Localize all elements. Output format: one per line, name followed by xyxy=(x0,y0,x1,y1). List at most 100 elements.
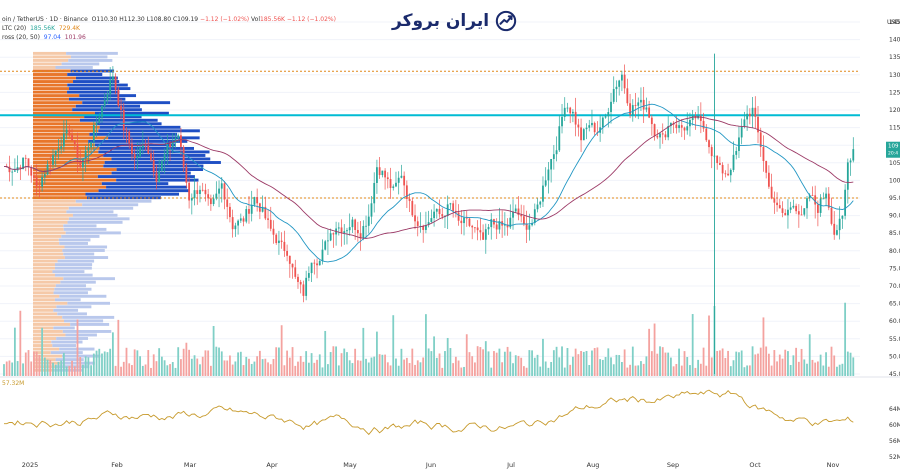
candle-body xyxy=(759,132,762,147)
volume-bar xyxy=(356,360,359,376)
profile-bar-sell xyxy=(33,122,96,126)
profile-bar-sell xyxy=(33,220,68,224)
candle-body xyxy=(87,147,90,151)
time-tick-label: May xyxy=(343,461,357,469)
candle-body xyxy=(495,224,498,230)
volume-bar xyxy=(392,315,395,376)
candle-body xyxy=(136,155,139,159)
volume-bar xyxy=(819,354,822,376)
volume-bar xyxy=(242,365,245,376)
candle-body xyxy=(610,101,612,113)
volume-bar xyxy=(650,351,653,376)
time-axis[interactable]: 2025 Feb Mar Apr May Jun Jul Aug Sep Oct Nov xyxy=(22,461,840,469)
volume-bar xyxy=(800,348,803,376)
volume-bar xyxy=(49,360,52,376)
vol-ltc-line[interactable]: LTC (20) 185.56K 729.4K xyxy=(2,25,80,32)
candle-body xyxy=(35,177,38,186)
profile-bar-sell xyxy=(33,161,105,164)
candle-body xyxy=(359,233,362,239)
volume-bar xyxy=(601,359,604,376)
profile-bar-sell xyxy=(33,234,62,238)
volume-bar xyxy=(400,348,403,376)
profile-bar-buy xyxy=(54,263,93,267)
candle-body xyxy=(158,170,161,182)
volume-bar xyxy=(264,358,267,376)
volume-bar xyxy=(343,348,346,376)
candle-body xyxy=(727,173,729,176)
ma-cross-line[interactable]: ross (20, 50) 97.04 101.96 xyxy=(2,34,86,41)
profile-bar-buy xyxy=(87,196,161,200)
profile-bar-buy xyxy=(65,333,97,337)
volume-bar xyxy=(425,314,427,376)
volume-bar xyxy=(751,346,754,376)
candle-body xyxy=(729,169,732,176)
candle-body xyxy=(269,219,272,229)
profile-bar-sell xyxy=(33,164,104,168)
candle-body xyxy=(618,80,621,87)
candle-body xyxy=(169,143,171,148)
volume-bar xyxy=(378,354,381,376)
profile-bar-sell xyxy=(33,157,112,161)
volume-bar xyxy=(332,346,335,376)
candle-body xyxy=(133,154,136,159)
profile-bar-sell xyxy=(33,178,117,182)
volume-bar xyxy=(35,351,38,376)
profile-bar-sell xyxy=(33,189,99,193)
profile-bar-sell xyxy=(33,73,68,76)
profile-bar-buy xyxy=(108,136,200,140)
profile-bar-buy xyxy=(67,220,123,224)
volume-bar xyxy=(762,317,765,376)
profile-bar-sell xyxy=(33,294,60,298)
profile-bar-sell xyxy=(33,330,63,333)
candle-body xyxy=(212,198,215,205)
volume-bar xyxy=(618,355,621,376)
volume-bar xyxy=(133,349,136,376)
candle-body xyxy=(710,147,713,157)
profile-bar-buy xyxy=(63,224,97,228)
candle-body xyxy=(806,198,808,209)
candle-body xyxy=(626,88,629,104)
candle-body xyxy=(852,149,855,161)
profile-bar-buy xyxy=(55,358,84,362)
volume-bar xyxy=(667,352,670,376)
brand-name: ایران بروکر xyxy=(392,11,490,31)
candle-body xyxy=(691,115,694,120)
time-tick-label: Apr xyxy=(266,461,278,469)
volume-bar xyxy=(634,365,637,376)
volume-bar xyxy=(661,347,664,376)
volume-bar xyxy=(82,364,84,376)
volume-bar xyxy=(71,360,73,376)
candle-body xyxy=(640,99,642,103)
candle-body xyxy=(182,146,185,167)
candle-body xyxy=(465,217,468,219)
ohlc-change: −1.12 (−1.02%) xyxy=(200,16,250,23)
volume-bar xyxy=(234,361,237,376)
volume-bar xyxy=(348,360,351,376)
candle-body xyxy=(550,158,553,170)
profile-bar-buy xyxy=(70,55,108,59)
profile-bar-buy xyxy=(62,315,115,319)
profile-bar-sell xyxy=(33,210,67,214)
candle-body xyxy=(533,209,536,223)
candle-body xyxy=(405,185,408,199)
ohlc-low: L108.80 xyxy=(146,16,172,23)
profile-bar-buy xyxy=(75,76,118,80)
candle-body xyxy=(193,190,196,199)
ma-slow-line xyxy=(3,116,854,239)
candle-body xyxy=(367,216,370,226)
profile-bar-sell xyxy=(33,224,64,228)
profile-bar-buy xyxy=(64,319,104,323)
candle-body xyxy=(498,221,501,230)
volume-bar xyxy=(544,361,547,376)
symbol-name[interactable]: oin / TetherUS · 1D · Binance xyxy=(2,16,88,23)
profile-bar-sell xyxy=(33,284,56,288)
volume-bar xyxy=(367,362,370,376)
volume-bar xyxy=(746,365,749,376)
volume-bar xyxy=(849,352,852,376)
price-axis[interactable]: 145.00 140.00 135.00 130.00 125.00 120.00 115.… xyxy=(889,19,900,378)
candle-body xyxy=(811,195,814,196)
profile-bar-buy xyxy=(68,97,126,101)
volume-bar xyxy=(770,365,773,376)
volume-bar xyxy=(433,336,435,376)
